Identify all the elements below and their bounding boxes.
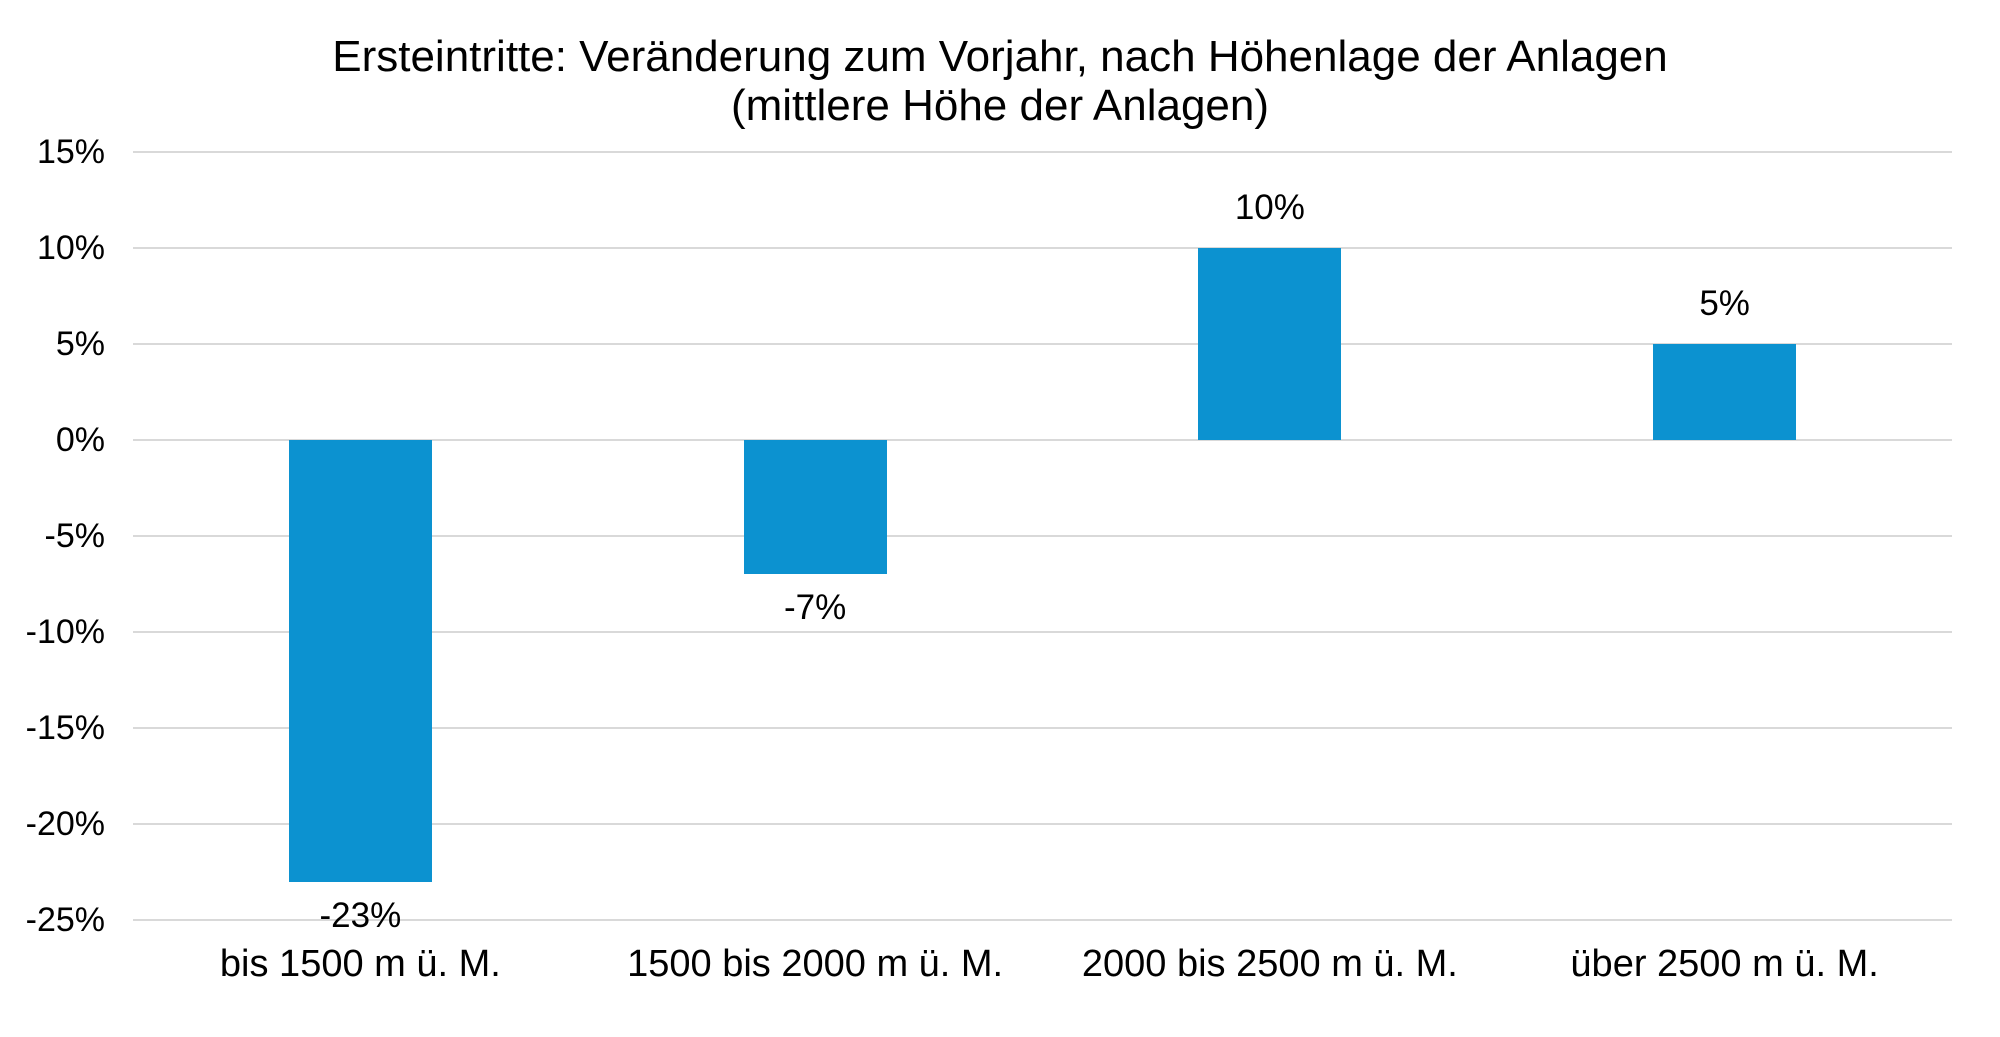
bar <box>1198 248 1342 440</box>
y-axis-tick-label: -20% <box>25 805 105 843</box>
y-axis-tick-label: 0% <box>55 421 105 459</box>
x-axis-category-label: bis 1500 m ü. M. <box>219 943 501 985</box>
y-axis-tick-label: -25% <box>25 901 105 939</box>
x-axis-category-label: 1500 bis 2000 m ü. M. <box>627 943 1004 985</box>
x-axis-category-label: 2000 bis 2500 m ü. M. <box>1081 943 1458 985</box>
y-axis-tick-label: -10% <box>25 613 105 651</box>
y-axis-tick-label: 15% <box>36 133 105 171</box>
bar-value-label: 10% <box>1234 188 1305 227</box>
gridline <box>133 535 1952 537</box>
gridline <box>133 919 1952 921</box>
y-axis-tick-label: 10% <box>36 229 105 267</box>
gridline <box>133 247 1952 249</box>
bar <box>743 440 887 575</box>
y-axis-tick-label: -5% <box>44 517 105 555</box>
y-axis-tick-label: 5% <box>55 325 105 363</box>
chart-subtitle: (mittlere Höhe der Anlagen) <box>730 81 1270 130</box>
gridline <box>133 727 1952 729</box>
bar <box>1653 344 1797 440</box>
gridline <box>133 823 1952 825</box>
gridline <box>133 439 1952 441</box>
gridline <box>133 343 1952 345</box>
bar-value-label: -7% <box>784 588 847 628</box>
gridline <box>133 151 1952 153</box>
chart-title-block: Ersteintritte: Veränderung zum Vorjahr, … <box>0 32 2000 130</box>
bar-value-label: -23% <box>319 895 402 935</box>
bar-value-label: 5% <box>1699 284 1750 323</box>
gridline <box>133 631 1952 633</box>
bar <box>288 440 432 882</box>
y-axis-tick-label: -15% <box>25 709 105 747</box>
chart-title: Ersteintritte: Veränderung zum Vorjahr, … <box>332 32 1668 81</box>
x-axis-category-label: über 2500 m ü. M. <box>1570 943 1879 985</box>
